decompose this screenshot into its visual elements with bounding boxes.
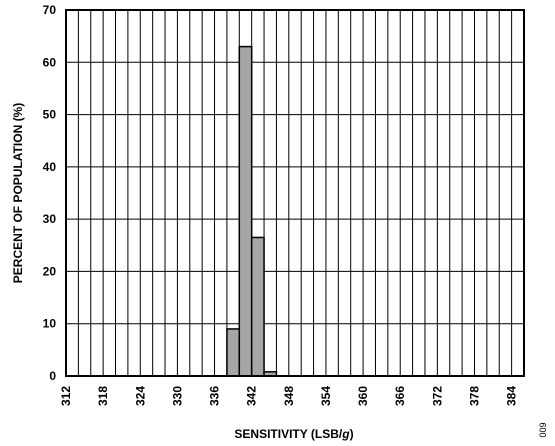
x-tick-label: 384	[505, 386, 519, 406]
plot-frame	[65, 9, 525, 377]
grid-lines	[65, 9, 525, 377]
y-tick-label: 70	[43, 3, 57, 17]
bar	[250, 236, 265, 377]
y-tick-label: 40	[43, 160, 57, 174]
x-tick-label: 348	[282, 386, 296, 406]
y-tick-label: 30	[43, 212, 57, 226]
x-tick-label: 330	[170, 386, 184, 406]
x-tick-label: 312	[59, 386, 73, 406]
y-tick-label: 20	[43, 264, 57, 278]
bar	[238, 45, 253, 377]
y-tick-labels: 0 10 20 30 40 50 60 70	[43, 3, 57, 383]
y-tick-label: 50	[43, 108, 57, 122]
bar	[226, 328, 241, 377]
y-tick-label: 60	[43, 55, 57, 69]
x-tick-label: 372	[430, 386, 444, 406]
y-axis-label: PERCENT OF POPULATION (%)	[11, 103, 25, 283]
x-axis-label: SENSITIVITY (LSB/g)	[234, 427, 353, 441]
x-tick-label: 360	[356, 386, 370, 406]
x-tick-labels: 312 318 324 330 336 342 348 354 360 366 372 378 384	[59, 386, 519, 406]
x-tick-label: 342	[245, 386, 259, 406]
figure-number: 009	[538, 422, 548, 437]
bar-series	[226, 45, 278, 377]
x-tick-label: 366	[393, 386, 407, 406]
y-tick-label: 10	[43, 317, 57, 331]
x-tick-label: 354	[319, 386, 333, 406]
x-tick-label: 336	[208, 386, 222, 406]
x-tick-label: 324	[133, 386, 147, 406]
x-tick-label: 318	[96, 386, 110, 406]
y-tick-label: 0	[49, 369, 56, 383]
x-tick-label: 378	[467, 386, 481, 406]
